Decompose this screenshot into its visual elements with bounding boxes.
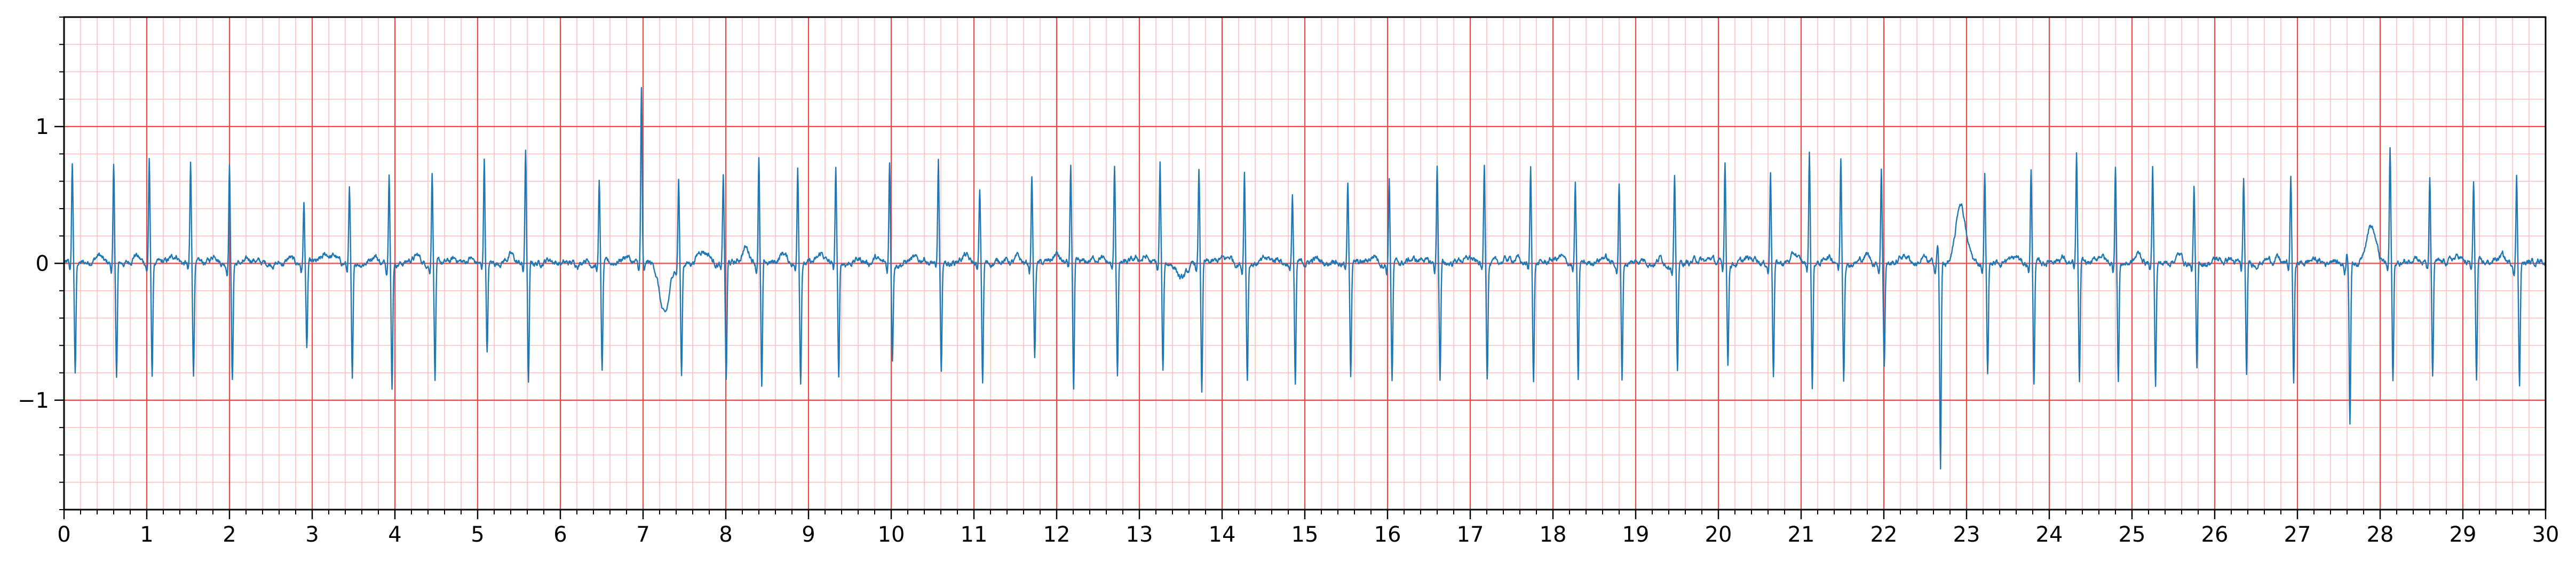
x-tick-label: 8 — [719, 522, 732, 547]
x-tick-label: 16 — [1374, 522, 1401, 547]
x-tick-label: 25 — [2119, 522, 2146, 547]
y-tick-label: 1 — [36, 115, 49, 139]
x-tick-label: 9 — [802, 522, 815, 547]
x-tick-label: 5 — [471, 522, 484, 547]
x-tick-label: 12 — [1043, 522, 1071, 547]
x-tick-label: 28 — [2367, 522, 2394, 547]
x-axis-tick-labels: 0 1 2 3 4 5 6 7 8 9 10 11 12 13 14 15 16 17 18 19 20 21 22 23 24… — [57, 522, 2559, 547]
x-tick-label: 24 — [2036, 522, 2063, 547]
x-tick-label: 29 — [2450, 522, 2477, 547]
x-tick-label: 19 — [1622, 522, 1650, 547]
x-tick-label: 20 — [1705, 522, 1732, 547]
x-tick-label: 17 — [1457, 522, 1484, 547]
x-tick-label: 11 — [961, 522, 988, 547]
x-tick-label: 0 — [57, 522, 70, 547]
x-tick-label: 27 — [2284, 522, 2311, 547]
x-tick-label: 6 — [553, 522, 567, 547]
x-tick-label: 4 — [388, 522, 401, 547]
y-tick-label: 0 — [36, 252, 49, 276]
x-tick-label: 1 — [140, 522, 153, 547]
y-axis-tick-labels: −1 0 1 — [18, 115, 49, 413]
x-tick-label: 7 — [636, 522, 649, 547]
x-tick-label: 14 — [1209, 522, 1236, 547]
x-tick-label: 22 — [1870, 522, 1898, 547]
y-axis-ticks — [54, 17, 64, 510]
x-tick-label: 15 — [1291, 522, 1319, 547]
x-tick-label: 10 — [878, 522, 905, 547]
x-tick-label: 13 — [1126, 522, 1153, 547]
y-tick-label: −1 — [18, 388, 49, 413]
x-tick-label: 3 — [305, 522, 319, 547]
x-tick-label: 26 — [2201, 522, 2229, 547]
x-tick-label: 23 — [1953, 522, 1980, 547]
x-tick-label: 18 — [1540, 522, 1567, 547]
x-axis-ticks — [63, 510, 2547, 519]
x-tick-label: 2 — [223, 522, 236, 547]
x-tick-label: 30 — [2532, 522, 2559, 547]
x-tick-label: 21 — [1788, 522, 1815, 547]
ecg-trace-line — [63, 87, 2547, 470]
